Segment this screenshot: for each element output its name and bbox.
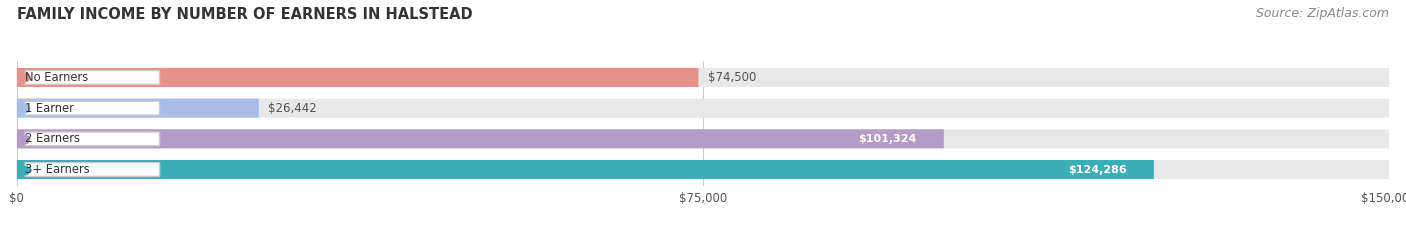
FancyBboxPatch shape [25, 101, 160, 115]
FancyBboxPatch shape [835, 132, 939, 146]
FancyBboxPatch shape [17, 99, 1389, 118]
FancyBboxPatch shape [17, 68, 699, 87]
FancyBboxPatch shape [17, 99, 259, 118]
FancyBboxPatch shape [17, 129, 943, 148]
FancyBboxPatch shape [17, 68, 1389, 87]
FancyBboxPatch shape [25, 163, 160, 176]
Text: $124,286: $124,286 [1069, 164, 1126, 175]
FancyBboxPatch shape [17, 160, 1389, 179]
Text: 2 Earners: 2 Earners [25, 132, 80, 145]
FancyBboxPatch shape [25, 132, 160, 146]
Text: Source: ZipAtlas.com: Source: ZipAtlas.com [1256, 7, 1389, 20]
FancyBboxPatch shape [25, 71, 160, 84]
Text: $101,324: $101,324 [858, 134, 917, 144]
Text: FAMILY INCOME BY NUMBER OF EARNERS IN HALSTEAD: FAMILY INCOME BY NUMBER OF EARNERS IN HA… [17, 7, 472, 22]
FancyBboxPatch shape [17, 129, 1389, 148]
FancyBboxPatch shape [17, 160, 1154, 179]
Text: 1 Earner: 1 Earner [25, 102, 75, 115]
Text: 3+ Earners: 3+ Earners [25, 163, 90, 176]
Text: No Earners: No Earners [25, 71, 89, 84]
FancyBboxPatch shape [1046, 163, 1149, 176]
Text: $74,500: $74,500 [709, 71, 756, 84]
Text: $26,442: $26,442 [269, 102, 318, 115]
